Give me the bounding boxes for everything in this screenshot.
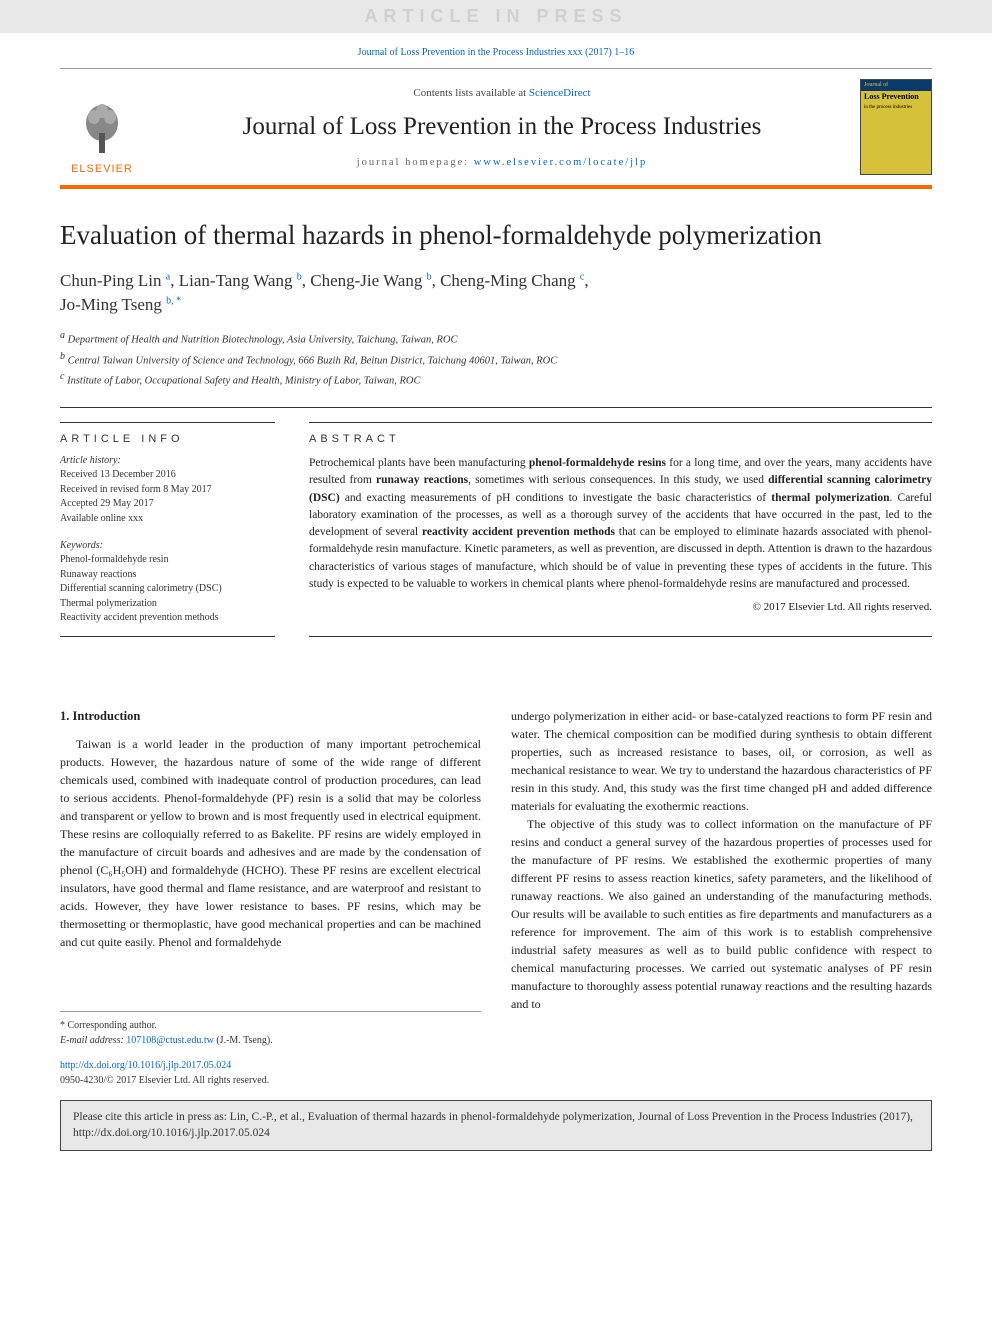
doi-link[interactable]: http://dx.doi.org/10.1016/j.jlp.2017.05.… bbox=[60, 1060, 231, 1071]
corresponding-footer: * Corresponding author. E-mail address: … bbox=[60, 1011, 481, 1088]
author-3-aff[interactable]: b bbox=[427, 271, 432, 282]
email-line: E-mail address: 107108@ctust.edu.tw (J.-… bbox=[60, 1033, 481, 1048]
article-title: Evaluation of thermal hazards in phenol-… bbox=[60, 219, 932, 253]
kw-2: Differential scanning calorimetry (DSC) bbox=[60, 582, 275, 597]
history-label: Article history: bbox=[60, 455, 275, 466]
article-info-block: ARTICLE INFO Article history: Received 1… bbox=[60, 422, 275, 637]
section1-heading: 1. Introduction bbox=[60, 707, 481, 726]
author-4-aff[interactable]: c bbox=[580, 271, 584, 282]
cover-main: Loss Prevention bbox=[861, 91, 931, 104]
author-4: Cheng-Ming Chang c bbox=[440, 271, 584, 290]
accepted: Accepted 29 May 2017 bbox=[60, 497, 275, 512]
sciencedirect-link[interactable]: ScienceDirect bbox=[529, 87, 591, 99]
email-link[interactable]: 107108@ctust.edu.tw bbox=[126, 1035, 214, 1046]
article-info-heading: ARTICLE INFO bbox=[60, 433, 275, 445]
corr-label: * Corresponding author. bbox=[60, 1018, 481, 1033]
author-5-aff[interactable]: b, * bbox=[166, 295, 181, 306]
cover-top: Journal of bbox=[861, 80, 931, 91]
col-right: undergo polymerization in either acid- o… bbox=[511, 707, 932, 1089]
kw-1: Runaway reactions bbox=[60, 568, 275, 583]
col-left: 1. Introduction Taiwan is a world leader… bbox=[60, 707, 481, 1089]
watermark-bar: ARTICLE IN PRESS bbox=[0, 0, 992, 33]
keywords-label: Keywords: bbox=[60, 540, 275, 551]
doi-line: http://dx.doi.org/10.1016/j.jlp.2017.05.… bbox=[60, 1058, 481, 1073]
author-3: Cheng-Jie Wang b bbox=[310, 271, 431, 290]
contents-line: Contents lists available at ScienceDirec… bbox=[154, 87, 850, 99]
abstract-text: Petrochemical plants have been manufactu… bbox=[309, 455, 932, 593]
journal-name: Journal of Loss Prevention in the Proces… bbox=[154, 113, 850, 141]
journal-cover-thumb: Journal of Loss Prevention in the proces… bbox=[860, 79, 932, 175]
author-1-aff[interactable]: a bbox=[166, 271, 170, 282]
cover-sub: in the process industries bbox=[861, 103, 931, 113]
author-2: Lian-Tang Wang b bbox=[179, 271, 302, 290]
author-2-aff[interactable]: b bbox=[297, 271, 302, 282]
homepage-line: journal homepage: www.elsevier.com/locat… bbox=[154, 157, 850, 168]
top-citation: Journal of Loss Prevention in the Proces… bbox=[0, 33, 992, 68]
online: Available online xxx bbox=[60, 512, 275, 527]
kw-3: Thermal polymerization bbox=[60, 597, 275, 612]
affil-b: b Central Taiwan University of Science a… bbox=[60, 349, 932, 369]
kw-4: Reactivity accident prevention methods bbox=[60, 611, 275, 626]
contents-pre: Contents lists available at bbox=[413, 87, 528, 99]
section1-col1: Taiwan is a world leader in the producti… bbox=[60, 735, 481, 951]
kw-0: Phenol-formaldehyde resin bbox=[60, 553, 275, 568]
issn-line: 0950-4230/© 2017 Elsevier Ltd. All right… bbox=[60, 1073, 481, 1088]
elsevier-tree-icon bbox=[78, 103, 126, 159]
section1-col2-p2: The objective of this study was to colle… bbox=[511, 815, 932, 1013]
abstract-copyright: © 2017 Elsevier Ltd. All rights reserved… bbox=[309, 601, 932, 613]
body-columns: 1. Introduction Taiwan is a world leader… bbox=[60, 707, 932, 1089]
watermark-text: ARTICLE IN PRESS bbox=[364, 6, 627, 26]
affil-c: c Institute of Labor, Occupational Safet… bbox=[60, 369, 932, 389]
abstract-block: ABSTRACT Petrochemical plants have been … bbox=[309, 422, 932, 637]
authors-line: Chun-Ping Lin a, Lian-Tang Wang b, Cheng… bbox=[60, 269, 932, 317]
abstract-heading: ABSTRACT bbox=[309, 433, 932, 445]
received: Received 13 December 2016 bbox=[60, 468, 275, 483]
affil-a: a Department of Health and Nutrition Bio… bbox=[60, 328, 932, 348]
homepage-link[interactable]: www.elsevier.com/locate/jlp bbox=[474, 157, 647, 168]
journal-banner: ELSEVIER Contents lists available at Sci… bbox=[60, 68, 932, 181]
publisher-logo: ELSEVIER bbox=[60, 79, 144, 175]
cite-box: Please cite this article in press as: Li… bbox=[60, 1100, 932, 1150]
homepage-pre: journal homepage: bbox=[357, 157, 474, 168]
publisher-brand: ELSEVIER bbox=[71, 163, 133, 175]
banner-center: Contents lists available at ScienceDirec… bbox=[144, 87, 860, 168]
revised: Received in revised form 8 May 2017 bbox=[60, 483, 275, 498]
section1-col2-p1: undergo polymerization in either acid- o… bbox=[511, 707, 932, 815]
author-5: Jo-Ming Tseng b, * bbox=[60, 295, 181, 314]
author-1: Chun-Ping Lin a bbox=[60, 271, 170, 290]
affiliations: a Department of Health and Nutrition Bio… bbox=[60, 328, 932, 389]
top-citation-link[interactable]: Journal of Loss Prevention in the Proces… bbox=[358, 47, 635, 58]
